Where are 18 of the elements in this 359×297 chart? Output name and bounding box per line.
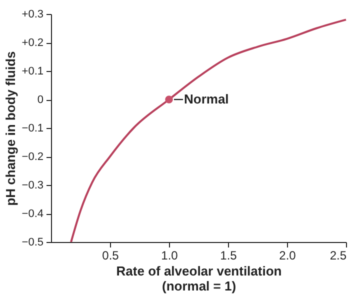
y-tick-label: −0.5 (22, 236, 44, 248)
y-tick-label: −0.1 (22, 122, 44, 134)
y-tick-label: −0.4 (22, 208, 44, 220)
x-tick-label: 2.5 (330, 248, 347, 262)
x-tick-label: 1.0 (161, 248, 178, 262)
y-tick-label: +0.3 (22, 8, 44, 20)
y-tick-label: +0.1 (22, 66, 44, 78)
line-series (70, 18, 347, 243)
x-tick-label: 1.5 (220, 248, 238, 262)
y-tick-label: −0.3 (22, 180, 44, 192)
y-tick-label: 0 (37, 94, 44, 106)
x-axis-title: Rate of alveolar ventilation (normal = 1) (116, 264, 282, 294)
x-tick-label: 0.5 (102, 248, 120, 262)
x-tick-label: 2.0 (279, 248, 296, 262)
y-tick-label: +0.2 (22, 37, 44, 49)
annotation: Normal (184, 92, 229, 106)
y-tick-label: −0.2 (22, 151, 44, 163)
y-axis-title: pH change in body fluids (2, 51, 18, 206)
